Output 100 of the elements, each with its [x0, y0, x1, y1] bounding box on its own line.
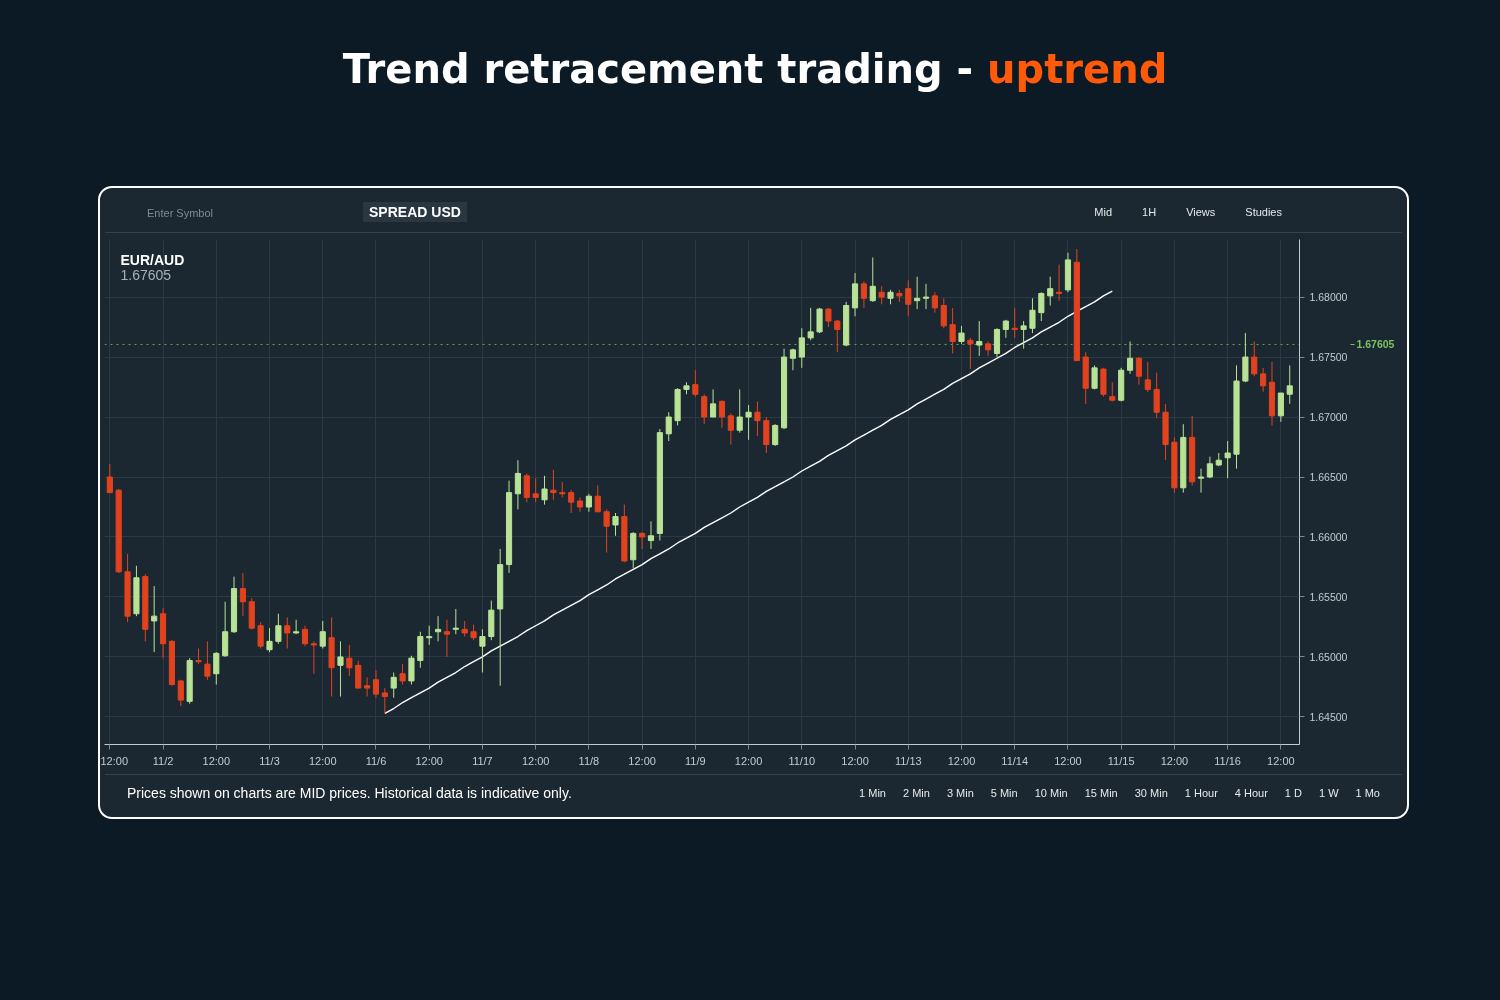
candlestick	[1038, 291, 1045, 322]
x-tick-label: 12:00	[734, 754, 763, 767]
y-tick-label: 1.67500	[1309, 351, 1348, 364]
text: 1 Min	[859, 786, 886, 799]
candlestick	[985, 340, 992, 357]
x-tick-label: 11/13	[894, 754, 922, 767]
x-tick-label: 12:00	[628, 754, 656, 767]
text: 1H	[1142, 205, 1157, 218]
text: 1 Hour	[1184, 786, 1218, 799]
candlestick	[701, 393, 708, 425]
text: 5 Min	[990, 786, 1018, 799]
x-tick-label: 11/7	[472, 754, 493, 767]
candlestick	[1020, 320, 1027, 350]
candlestick	[372, 669, 380, 699]
x-tick-label: 11/6	[365, 754, 387, 767]
text: 15 Min	[1084, 786, 1118, 799]
text: 4 Hour	[1234, 786, 1268, 799]
candlestick	[1056, 264, 1063, 302]
candlestick	[639, 531, 646, 550]
text: 1 W	[1318, 786, 1339, 799]
candlestick	[922, 283, 930, 310]
candlestick	[346, 644, 353, 677]
x-tick-label: 11/8	[578, 754, 600, 767]
candlestick	[1029, 297, 1036, 334]
x-tick-label: 12:00	[521, 754, 550, 767]
candlestick	[151, 585, 158, 653]
candlestick	[834, 319, 841, 353]
text: SPREAD USD	[363, 202, 467, 223]
candlestick	[940, 297, 947, 329]
candlestick	[745, 404, 752, 441]
text: 10 Min	[1034, 786, 1068, 799]
candlestick	[204, 640, 211, 681]
text: Studies	[1245, 205, 1282, 218]
candlestick	[222, 601, 229, 658]
x-tick-label: 11/15	[1107, 754, 1135, 767]
candlestick	[293, 619, 300, 635]
x-tick-label: 11/10	[788, 754, 816, 767]
candlestick	[364, 676, 371, 698]
text: 30 Min	[1134, 786, 1168, 799]
candlestick	[1135, 356, 1142, 386]
candlestick	[594, 484, 601, 513]
candlestick	[798, 327, 805, 369]
candlestick	[550, 469, 557, 501]
x-tick-label: 11/3	[259, 754, 280, 767]
candlestick	[355, 660, 362, 689]
candlestick	[301, 625, 309, 647]
candlestick	[452, 608, 459, 635]
candlestick	[337, 640, 344, 698]
candlestick	[576, 496, 584, 513]
candlestick	[1277, 392, 1284, 423]
candlestick	[1126, 340, 1134, 375]
x-tick-label: 11/9	[685, 754, 706, 767]
x-tick-label: 12:00	[415, 754, 443, 767]
candlestick	[993, 327, 1001, 358]
x-tick-label: 12:00	[1160, 754, 1189, 767]
line-series	[384, 290, 1114, 715]
candlestick	[541, 475, 548, 506]
candlestick	[417, 631, 424, 669]
x-tick-label: 12:00	[1054, 754, 1082, 767]
candlestick	[177, 679, 184, 707]
candlestick	[275, 613, 282, 645]
text: Mid	[1094, 205, 1113, 218]
candlestick	[727, 412, 734, 446]
candlestick	[869, 256, 876, 303]
candlestick	[1242, 332, 1249, 383]
x-tick-label: 11/16	[1214, 754, 1241, 767]
candlestick	[1224, 440, 1231, 479]
candlestick	[443, 619, 451, 658]
candlestick	[1251, 340, 1258, 377]
candlestick	[319, 620, 326, 650]
chart-title: Trend retracement trading - uptrend	[342, 45, 1168, 94]
candlestick	[266, 627, 273, 653]
candlestick	[860, 280, 867, 309]
text: 1 D	[1284, 786, 1302, 799]
candlestick	[284, 616, 291, 650]
y-tick-label: 1.67000	[1309, 411, 1348, 424]
candlestick	[213, 651, 220, 686]
text: Views	[1186, 205, 1216, 218]
candlestick	[612, 512, 619, 537]
y-tick-label: 1.66000	[1309, 530, 1348, 543]
candlestick	[479, 628, 486, 674]
y-tick-label: 1.68000	[1309, 291, 1348, 304]
candlestick	[106, 463, 113, 494]
x-tick-label: 12:00	[100, 754, 129, 767]
candlestick	[763, 416, 770, 454]
y-tick-label: 1.66500	[1309, 471, 1348, 484]
candlestick	[710, 388, 717, 418]
text: Enter Symbol	[147, 207, 214, 220]
y-tick-label: 1.64500	[1309, 710, 1348, 723]
annotation: 1.67605	[120, 266, 172, 283]
candlestick	[914, 276, 921, 310]
text: 3 Min	[946, 786, 974, 799]
candlestick	[390, 672, 397, 699]
candlestick	[851, 272, 859, 317]
candlestick	[399, 663, 406, 686]
candlestick	[665, 411, 672, 442]
x-tick-label: 12:00	[947, 754, 976, 767]
candlestick	[692, 369, 699, 398]
candlestick	[408, 655, 415, 686]
candlestick	[603, 508, 610, 554]
